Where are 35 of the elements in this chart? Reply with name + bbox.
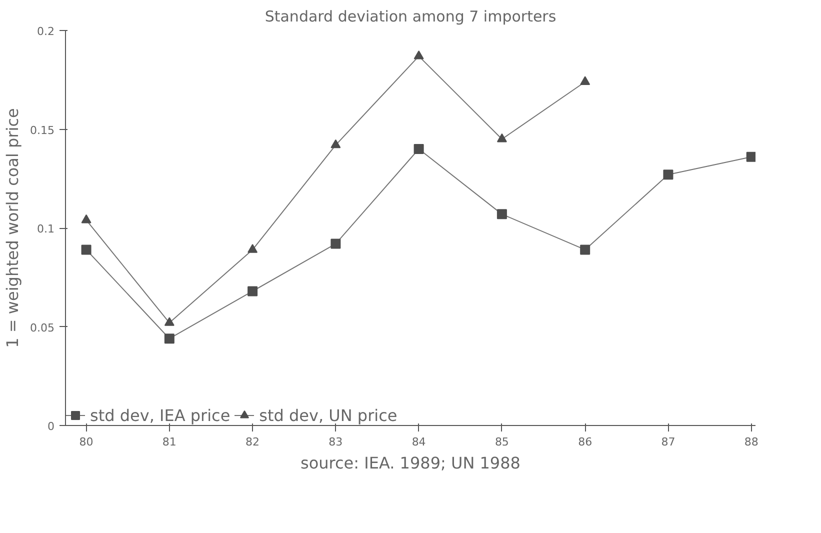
- point: [164, 334, 174, 344]
- y-tick-label: 0.15: [30, 124, 55, 137]
- x-tick-label: 81: [162, 436, 176, 448]
- x-tick-label: 87: [661, 436, 676, 448]
- y-tick-label: 0.2: [37, 25, 55, 38]
- y-tick-label: 0.05: [30, 321, 55, 334]
- x-tick-label: 82: [246, 436, 260, 448]
- point: [81, 244, 92, 255]
- point: [580, 244, 590, 255]
- legend-label: std dev, IEA price: [90, 406, 230, 424]
- point: [248, 286, 258, 296]
- legend-label: std dev, UN price: [259, 406, 398, 424]
- point: [164, 317, 174, 326]
- point: [414, 50, 424, 60]
- point: [496, 209, 507, 220]
- point: [414, 144, 424, 154]
- x-tick-label: 84: [412, 436, 426, 448]
- point: [330, 238, 341, 249]
- point: [496, 133, 507, 142]
- point: [746, 152, 756, 162]
- point: [663, 170, 674, 180]
- y-tick-label: 0.1: [37, 222, 55, 236]
- point: [330, 139, 341, 148]
- x-tick-label: 85: [494, 436, 509, 448]
- x-tick-label: 83: [328, 436, 343, 448]
- point: [81, 214, 92, 224]
- x-tick-label: 86: [578, 436, 592, 448]
- chart-title: Standard deviation among 7 importers: [264, 8, 556, 26]
- x-axis-title: source: IEA. 1989; UN 1988: [300, 454, 520, 472]
- point: [248, 244, 258, 253]
- x-tick-label: 80: [79, 436, 94, 448]
- y-axis-title: 1 = weighted world coal price: [3, 108, 22, 348]
- x-tick-label: 88: [744, 436, 758, 448]
- point: [580, 76, 590, 85]
- y-tick-label: 0: [48, 420, 54, 433]
